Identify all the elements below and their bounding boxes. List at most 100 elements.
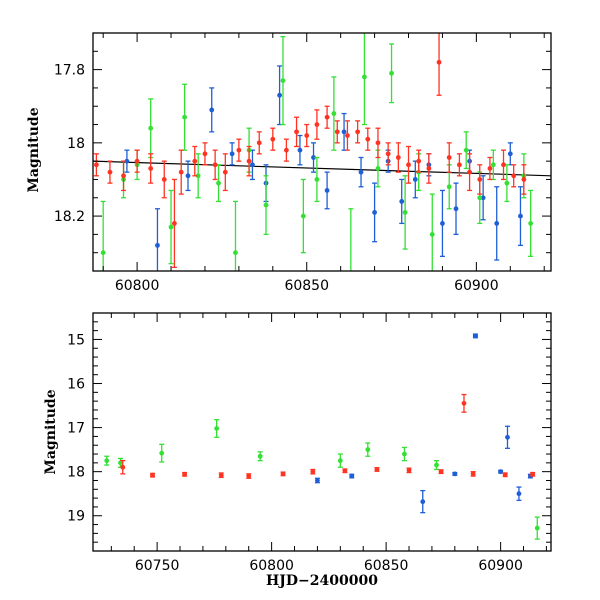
top-red-point [270,136,276,142]
top-green-point [314,177,320,182]
top-red-point [304,133,310,138]
top-blue-point [399,199,405,204]
top-y-tick-label: 17.8 [54,63,85,79]
top-green-point [504,180,510,186]
top-blue-point [229,151,235,157]
bottom-green-point [214,426,220,431]
top-green-point [402,210,408,215]
top-green-point [463,147,469,153]
top-red-point [355,129,361,135]
top-y-tick-label: 18.2 [54,209,85,225]
bottom-green-point [365,447,371,453]
bottom-green-point [118,460,123,466]
bottom-blue-point [349,473,355,479]
bottom-red-point [218,472,224,478]
top-blue-point [494,221,500,226]
bottom-blue-point [498,469,504,475]
top-red-point [477,177,483,182]
top-red-point [172,221,177,226]
bottom-green-point [104,458,110,464]
top-blue-point [440,221,445,226]
top-green-point [263,202,269,208]
top-green-point [477,195,483,201]
top-green-point [362,74,367,80]
top-red-point [426,166,432,171]
top-data-layer [93,33,551,277]
bottom-red-point [406,467,412,473]
bottom-red-point [182,471,188,477]
top-y-tick-label: 18 [67,136,85,152]
top-blue-point [185,173,191,179]
top-red-point [406,162,411,168]
top-green-point [182,114,188,120]
top-red-point [161,177,167,182]
bottom-panel: 60750 60800 60850 60900 15 16 17 18 19 [67,312,552,574]
bottom-y-tick-label: 19 [67,509,85,525]
top-green-point [100,250,106,256]
top-red-point [467,169,472,175]
top-green-point [490,162,496,168]
top-green-point [348,272,353,277]
bottom-red-point [280,471,286,477]
top-green-point [375,166,381,171]
top-green-point [280,78,286,83]
top-red-point [178,169,184,175]
top-red-point [385,151,391,157]
bottom-y-tick-label: 16 [67,377,85,393]
top-blue-point [297,147,303,153]
top-red-point [436,59,442,65]
top-green-point [528,221,534,226]
bottom-blue-point [452,471,458,477]
top-green-point [429,231,435,237]
bottom-data-layer [104,333,540,540]
bottom-axes-frame [92,312,552,552]
top-red-point [192,158,198,164]
top-red-point [345,133,350,138]
top-red-point [521,177,527,182]
top-blue-point [412,177,418,182]
bottom-red-point [461,400,467,406]
bottom-green-point [534,525,540,531]
top-blue-point [324,188,330,193]
top-green-point [233,250,238,256]
x-axis-title: HJD−2400000 [266,573,378,589]
top-blue-point [507,151,513,157]
top-blue-point [341,129,347,135]
top-blue-point [518,213,523,219]
top-red-point [212,162,218,168]
top-blue-point [358,169,364,175]
top-blue-point [209,107,215,113]
top-red-point [148,166,154,171]
top-axes-frame [92,32,552,272]
top-x-tick-label: 60800 [115,278,160,294]
top-red-point [416,158,422,164]
top-x-tick-label: 60900 [454,278,499,294]
top-green-point [148,125,154,131]
top-blue-point [311,155,316,160]
top-red-point [334,129,340,135]
bottom-red-point [470,471,476,477]
bottom-green-point [337,458,343,464]
bottom-y-tick-label: 17 [67,421,85,437]
top-red-point [395,155,401,160]
bottom-red-point [374,467,380,472]
bottom-red-point [150,472,155,478]
top-red-point [93,162,99,168]
top-red-point [314,122,320,127]
bottom-x-tick-label: 60800 [249,558,294,574]
bottom-green-point [402,451,407,457]
top-panel: 60800 60850 60900 17.8 18 18.2 [54,32,552,294]
top-red-point [446,155,452,160]
top-green-point [389,70,394,76]
top-red-point [375,140,381,146]
bottom-red-point [530,471,536,477]
top-red-point [283,147,289,153]
top-red-point [457,162,462,168]
top-green-point [446,184,452,190]
top-blue-point [372,210,377,215]
top-green-point [195,173,201,179]
bottom-red-point [502,472,508,478]
top-red-point [256,140,262,146]
top-blue-point [453,206,459,212]
